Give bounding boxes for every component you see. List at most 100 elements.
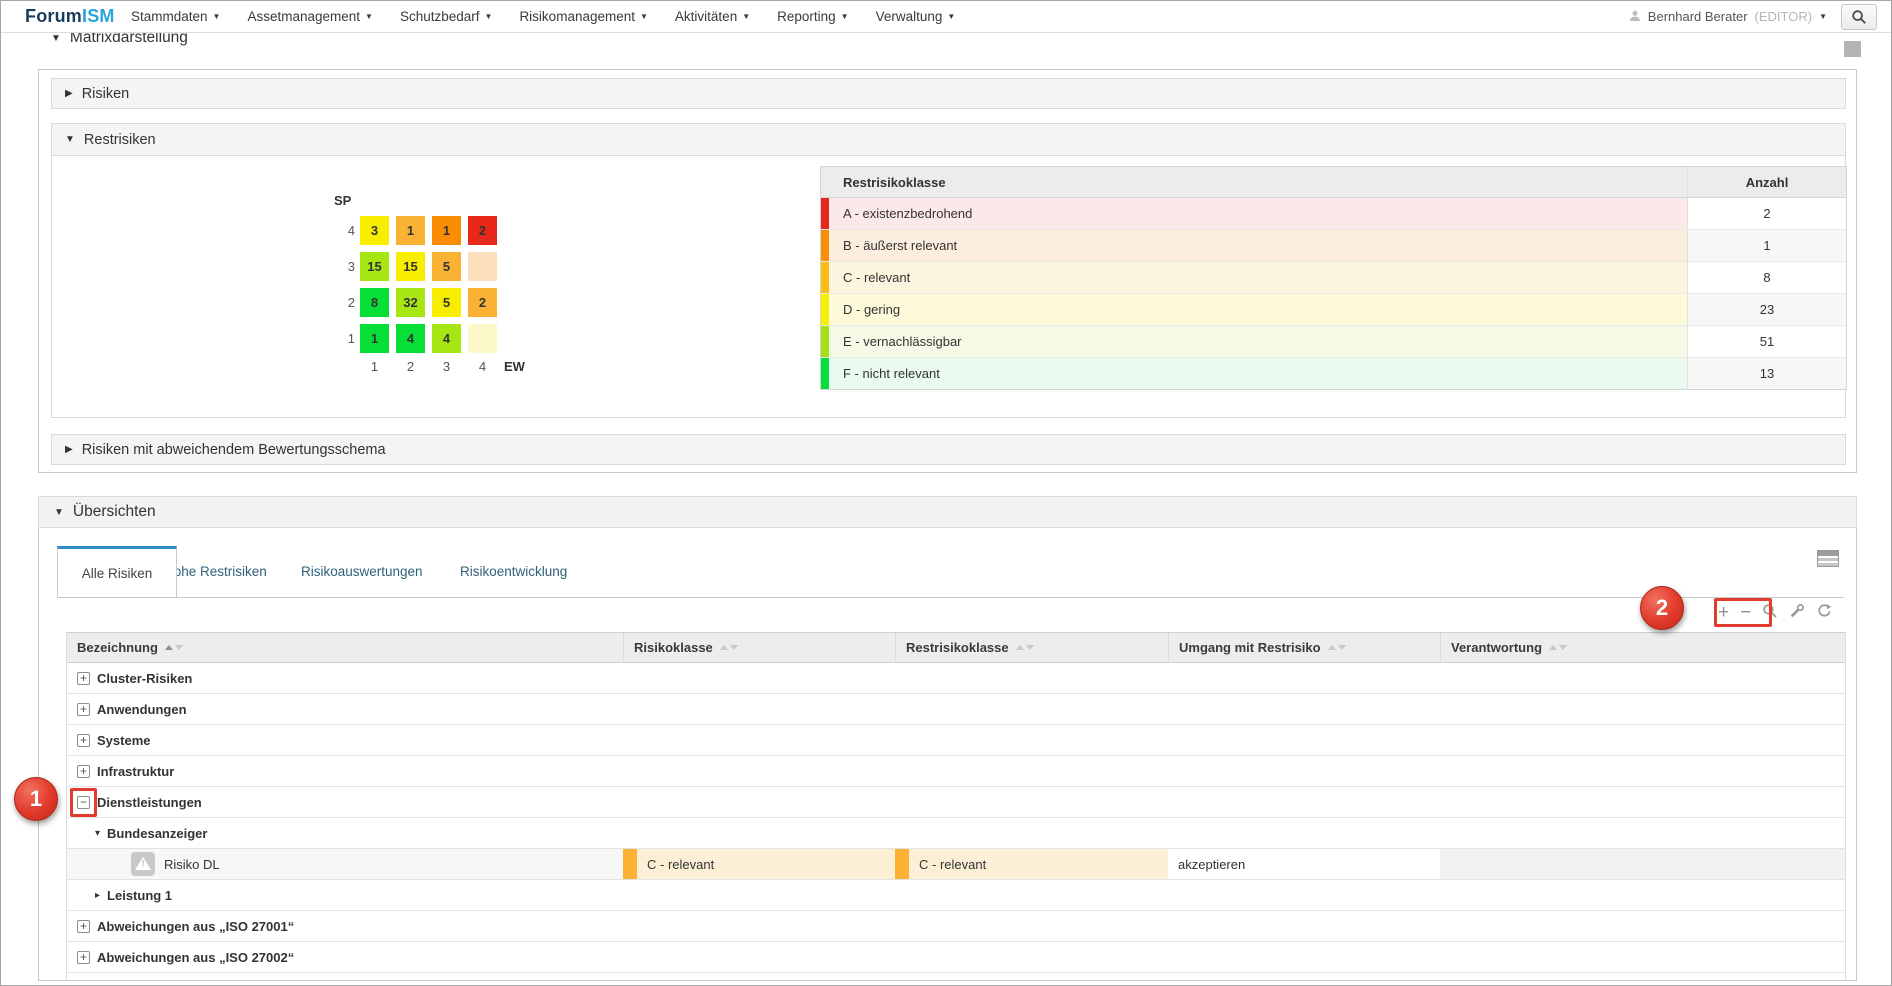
section-body-matrixdarstellung: ▶ Risiken ▼ Restrisiken SP 4 3 2 1 3 1 1…	[38, 69, 1857, 473]
panel-header-restrisiken[interactable]: ▼ Restrisiken	[52, 124, 1845, 156]
tree-group-row[interactable]: + Infrastruktur	[67, 756, 1845, 787]
search-icon	[1763, 603, 1777, 618]
matrix-cell: 3	[360, 216, 389, 245]
menu-reporting[interactable]: Reporting ▼	[777, 8, 849, 24]
risk-class-table: Restrisikoklasse Anzahl A - existenzbedr…	[820, 166, 1847, 390]
node-label: Anwendungen	[97, 701, 187, 717]
tree-group-row[interactable]: + Anwendungen	[67, 694, 1845, 725]
tab-risikoauswertungen[interactable]: Risikoauswertungen	[301, 564, 423, 579]
sort-icons	[719, 645, 738, 650]
tree-group-row-leistung1[interactable]: ▸ Leistung 1	[67, 880, 1845, 911]
matrix-col-label: 1	[370, 359, 379, 374]
tree-group-row[interactable]: + Abweichungen aus „ISO 27001“	[67, 911, 1845, 942]
tree-group-row-clipped[interactable]: +Abweichungen aus „Leitlinie zur Informa…	[67, 973, 1845, 982]
expand-node-icon[interactable]: +	[77, 671, 90, 685]
tab-hohe-restrisiken[interactable]: Hohe Restrisiken	[164, 564, 267, 579]
class-count: 8	[1763, 270, 1771, 285]
annotation-box-2	[1714, 598, 1772, 627]
matrix-row-label: 4	[347, 223, 355, 238]
expand-all-button[interactable]: +	[1718, 602, 1730, 623]
column-header-restrisikoklasse[interactable]: Restrisikoklasse	[895, 633, 1168, 662]
column-header-umgang[interactable]: Umgang mit Restrisiko	[1168, 633, 1440, 662]
grid-settings-button[interactable]	[1789, 603, 1805, 624]
node-label: Abweichungen aus „ISO 27001“	[97, 918, 295, 934]
logo-forum: Forum	[25, 6, 82, 26]
column-header-risikoklasse[interactable]: Risikoklasse	[623, 633, 895, 662]
menu-assetmanagement[interactable]: Assetmanagement ▼	[247, 8, 373, 24]
class-count: 2	[1763, 206, 1771, 221]
tab-risikoentwicklung[interactable]: Risikoentwicklung	[460, 564, 568, 579]
risk-class-table-header: Restrisikoklasse Anzahl	[821, 167, 1846, 198]
user-menu[interactable]: Bernhard Berater (EDITOR) ▼	[1629, 1, 1827, 31]
sort-icons	[164, 645, 183, 650]
matrix-cell: 15	[396, 252, 425, 281]
node-label: Infrastruktur	[97, 763, 175, 779]
class-count: 1	[1688, 230, 1846, 261]
global-search-button[interactable]	[1841, 4, 1877, 30]
tree-leaf-row-risiko-dl[interactable]: ! Risiko DL C - relevant C - relevant ak…	[67, 849, 1845, 880]
class-color-bar	[821, 294, 829, 325]
expand-node-icon[interactable]: +	[77, 764, 90, 778]
node-label: Abweichungen aus „ISO 27002“	[97, 949, 295, 965]
expand-node-icon[interactable]: +	[77, 702, 90, 716]
menu-schutzbedarf[interactable]: Schutzbedarf ▼	[399, 8, 493, 24]
list-view-toggle-icon[interactable]	[1817, 550, 1839, 567]
matrix-cell: 5	[432, 288, 461, 317]
class-label: D - gering	[843, 302, 901, 317]
node-label: Abweichungen aus „Leitlinie zur Informat…	[97, 981, 448, 982]
menu-aktivitaeten[interactable]: Aktivitäten ▼	[674, 8, 751, 24]
expand-node-icon[interactable]: +	[77, 919, 90, 933]
menu-stammdaten[interactable]: Stammdaten ▼	[131, 8, 221, 24]
node-label: Cluster-Risiken	[97, 670, 193, 686]
tree-group-row-dienstleistungen[interactable]: − Dienstleistungen	[67, 787, 1845, 818]
verantwortung-cell	[1440, 849, 1845, 879]
matrix-cell: 2	[468, 216, 497, 245]
column-restrisikoklasse: Restrisikoklasse	[829, 167, 1688, 197]
matrix-row-label: 3	[347, 259, 355, 274]
annotation-badge-1: 1	[14, 777, 58, 821]
section-header-uebersichten[interactable]: ▼ Übersichten	[38, 496, 1857, 528]
node-label: Dienstleistungen	[97, 794, 202, 810]
menu-risikomanagement[interactable]: Risikomanagement ▼	[519, 8, 648, 24]
restrisikoklasse-cell: C - relevant	[895, 849, 1168, 879]
column-header-verantwortung[interactable]: Verantwortung	[1440, 633, 1845, 662]
matrix-col-label: 4	[478, 359, 487, 374]
sort-icons	[1015, 645, 1034, 650]
person-icon	[1629, 10, 1640, 21]
tree-group-row[interactable]: + Cluster-Risiken	[67, 663, 1845, 694]
chevron-down-icon: ▼	[484, 11, 493, 21]
collapse-all-button[interactable]: −	[1740, 602, 1752, 623]
class-count: 13	[1688, 358, 1846, 389]
menu-verwaltung[interactable]: Verwaltung ▼	[875, 8, 956, 24]
matrix-col-label: 2	[406, 359, 415, 374]
panel-header-risiken[interactable]: ▶ Risiken	[51, 78, 1846, 109]
collapse-arrow-icon: ▼	[54, 506, 64, 518]
tree-group-row[interactable]: + Systeme	[67, 725, 1845, 756]
tree-group-row-bundesanzeiger[interactable]: ▾ Bundesanzeiger	[67, 818, 1845, 849]
chevron-down-icon: ▼	[212, 11, 221, 21]
expand-arrow-icon[interactable]: ▸	[95, 889, 101, 901]
matrix-cell	[468, 324, 497, 353]
grid-toolbar: + −	[1718, 601, 1832, 625]
tree-group-row[interactable]: + Abweichungen aus „ISO 27002“	[67, 942, 1845, 973]
vertical-scrollbar-thumb[interactable]	[1844, 41, 1861, 57]
matrix-cell: 4	[432, 324, 461, 353]
class-count: 23	[1688, 294, 1846, 325]
panel-header-abweichendes-schema[interactable]: ▶ Risiken mit abweichendem Bewertungssch…	[51, 434, 1846, 465]
grid-refresh-button[interactable]	[1816, 603, 1832, 624]
matrix-col-label: 3	[442, 359, 451, 374]
grid-search-button[interactable]	[1762, 603, 1778, 624]
tab-alle-risiken[interactable]: Alle Risiken	[57, 546, 177, 598]
class-label: A - existenzbedrohend	[843, 206, 973, 221]
expand-node-icon[interactable]: +	[77, 733, 90, 747]
column-header-bezeichnung[interactable]: Bezeichnung	[67, 633, 623, 662]
risikoklasse-cell: C - relevant	[623, 849, 895, 879]
collapse-arrow-icon[interactable]: ▾	[95, 827, 101, 839]
section-header-matrixdarstellung[interactable]: ▼ Matrixdarstellung	[38, 23, 1857, 53]
risk-class-row: C - relevant 8	[821, 262, 1846, 294]
matrix-cell: 32	[396, 288, 425, 317]
risk-link[interactable]: Risiko DL	[164, 856, 220, 872]
collapse-node-icon[interactable]: −	[77, 795, 90, 809]
expand-node-icon[interactable]: +	[77, 950, 90, 964]
